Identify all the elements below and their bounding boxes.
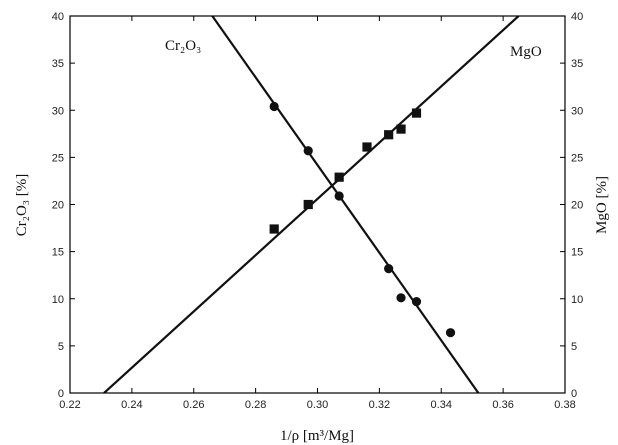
point-cr2o3	[334, 191, 344, 201]
point-cr2o3	[396, 293, 406, 303]
y-tick-label-left: 25	[52, 152, 64, 164]
point-cr2o3	[269, 101, 279, 112]
y-tick-label-right: 10	[571, 294, 583, 306]
point-mgo	[384, 130, 394, 140]
y-tick-label-left: 30	[52, 105, 64, 117]
y-tick-label-right: 30	[571, 105, 583, 117]
y-tick-label-right: 15	[571, 247, 583, 259]
y-tick-label-left: 5	[58, 341, 64, 353]
x-tick-label: 0.26	[183, 399, 204, 411]
y-axis-title-right: MgO [%]	[594, 176, 610, 234]
y-tick-label-left: 0	[58, 388, 64, 400]
y-tick-label-left: 15	[52, 247, 64, 259]
y-tick-label-right: 35	[571, 58, 583, 70]
point-mgo	[334, 172, 344, 182]
markers-layer	[269, 101, 456, 338]
series-label-mgo: MgO	[510, 44, 542, 60]
y-tick-label-right: 5	[571, 341, 577, 353]
point-mgo	[396, 124, 406, 134]
y-tick-label-left: 35	[52, 58, 64, 70]
x-tick-label: 0.36	[492, 399, 513, 411]
x-tick-label: 0.28	[245, 399, 266, 411]
y-tick-label-left: 40	[52, 11, 64, 23]
y-tick-label-right: 40	[571, 11, 583, 23]
plot-frame	[69, 15, 566, 394]
series-label-cr2o3: Cr₂O₃	[165, 38, 201, 54]
x-tick-label: 0.32	[369, 399, 390, 411]
point-cr2o3	[384, 263, 394, 274]
point-cr2o3	[411, 296, 422, 307]
x-tick-label: 0.22	[59, 399, 80, 411]
point-mgo	[303, 199, 313, 210]
y-axis-title-left: Cr₂O₃ [%]	[14, 174, 30, 237]
x-tick-label: 0.30	[307, 399, 328, 411]
y-tick-label-right: 20	[571, 200, 583, 212]
y-tick-label-right: 25	[571, 152, 583, 164]
point-mgo	[411, 108, 422, 118]
y-tick-label-left: 20	[52, 200, 64, 212]
ticks-layer: 0.22 0.24 0.26 0.28 0.30 0.32 0.34 0.36 0.380 05 5…	[52, 11, 584, 411]
point-mgo	[269, 224, 279, 234]
point-cr2o3	[303, 146, 313, 156]
y-tick-label-right: 0	[571, 388, 577, 400]
x-tick-label: 0.34	[431, 399, 452, 411]
x-axis-title: 1/ρ [m³/Mg]	[280, 428, 354, 444]
point-cr2o3	[445, 328, 456, 338]
fit-line-cr2o3	[211, 16, 480, 393]
y-tick-label-left: 10	[52, 294, 64, 306]
x-tick-label: 0.24	[121, 399, 142, 411]
point-mgo	[362, 142, 372, 152]
x-tick-label: 0.38	[554, 399, 575, 411]
